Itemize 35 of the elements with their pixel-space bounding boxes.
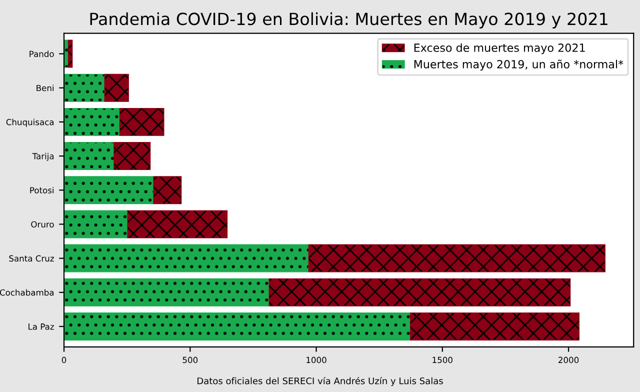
bar [64,244,310,272]
bar [308,244,606,272]
bar [64,142,114,170]
bar [104,74,129,102]
y-tick-label: Cochabamba [0,289,54,296]
y-tick-label: Pando [30,50,54,58]
x-tick-label: 500 [182,356,198,364]
bar [127,210,228,238]
legend-label: Muertes mayo 2019, un año *normal* [414,60,624,71]
bar [114,142,151,170]
bar [153,176,182,204]
x-tick-label: 2000 [558,356,579,364]
y-tick-label: Potosi [30,186,54,194]
chart-title: Pandemia COVID-19 en Bolivia: Muertes en Mayo 2019 y 2021 [90,12,608,28]
bar [64,278,270,306]
bar [64,108,120,136]
x-tick-label: 0 [62,356,66,364]
y-tick-label: Oruro [31,221,54,228]
x-tick-label: 1500 [432,356,452,364]
y-tick-label: Chuquisaca [6,118,54,127]
y-tick-label: Beni [36,84,54,92]
y-tick-label: Tarija [32,152,54,161]
bar [64,176,154,204]
bar [64,312,411,340]
legend-label: Exceso de muertes mayo 2021 [414,43,585,54]
bar [119,108,164,136]
x-tick-label: 1000 [306,356,326,364]
text: Datos oficiales del SERECI vía Andrés Uzín y Luis Salas [198,376,443,386]
bar [64,210,128,238]
bar [268,278,571,306]
bar [68,40,73,68]
bar [64,74,105,102]
y-tick-label: La Paz [28,324,54,330]
y-tick-label: Santa Cruz [9,255,54,262]
bar [410,312,580,340]
